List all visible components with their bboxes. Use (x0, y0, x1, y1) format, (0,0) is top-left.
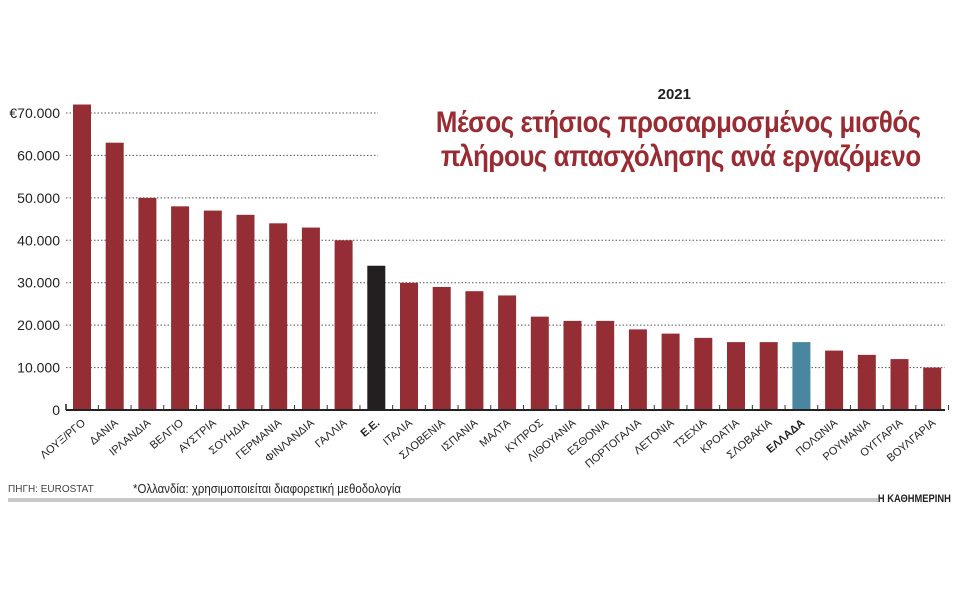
y-tick-label: 20.000 (17, 317, 60, 333)
bar (563, 320, 582, 410)
bar (727, 342, 745, 410)
bar (498, 295, 517, 410)
bar (334, 240, 353, 410)
bar (465, 291, 484, 410)
bar (530, 316, 549, 410)
footnote: *Ολλανδία: χρησιμοποιείται διαφορετική μ… (133, 481, 402, 496)
y-tick-label: 30.000 (17, 275, 60, 291)
y-tick-label: 10.000 (17, 360, 60, 376)
source-label: ΠΗΓΗ: EUROSTAT (8, 484, 94, 495)
bar (792, 342, 811, 410)
y-tick-label: €70.000 (9, 105, 60, 121)
bar (269, 223, 288, 410)
y-tick-label: 0 (52, 402, 60, 418)
brand-logo: Η ΚΑΘΗΜΕΡΙΝΗ (878, 493, 951, 505)
x-tick-label: Ε.Ε. (359, 417, 383, 440)
chart-year: 2021 (657, 86, 691, 103)
x-tick-label: ΙΣΠΑΝΙΑ (439, 417, 481, 455)
bar (432, 286, 451, 410)
bar (825, 350, 844, 410)
y-tick-label: 50.000 (17, 190, 60, 206)
bar (694, 337, 713, 410)
x-tick-label: ΠΟΡΤΟΓΑΛΙΑ (583, 417, 644, 471)
bar (400, 282, 418, 410)
x-tick-label: ΓΑΛΛΙΑ (313, 417, 350, 451)
bar-chart: 0 10.000 20.000 30.000 40.000 50.000 60.000 €70… (9, 104, 950, 471)
bar (759, 342, 778, 410)
x-tick-label: ΛΟΥΞ/ΡΓΟ (38, 417, 88, 462)
bar (236, 214, 255, 410)
y-tick-label: 40.000 (17, 232, 60, 248)
bar (367, 265, 386, 410)
bar (171, 206, 190, 410)
bar (203, 210, 222, 410)
bar (301, 227, 320, 410)
bar (661, 333, 680, 410)
y-tick-label: 60.000 (17, 147, 60, 163)
footer-rule (8, 498, 878, 502)
bar (628, 329, 647, 410)
bar (138, 197, 157, 410)
bar (923, 367, 942, 410)
chart-title: Μέσος ετήσιος προσαρμοσμένος μισθός πλήρ… (436, 106, 921, 174)
bar (73, 104, 91, 410)
bar (890, 359, 909, 410)
bar (857, 354, 876, 410)
bar (105, 142, 124, 410)
title-line-2: πλήρους απασχόλησης ανά εργαζόμενο (441, 140, 921, 173)
title-line-1: Μέσος ετήσιος προσαρμοσμένος μισθός (436, 106, 921, 139)
bar (596, 320, 615, 410)
